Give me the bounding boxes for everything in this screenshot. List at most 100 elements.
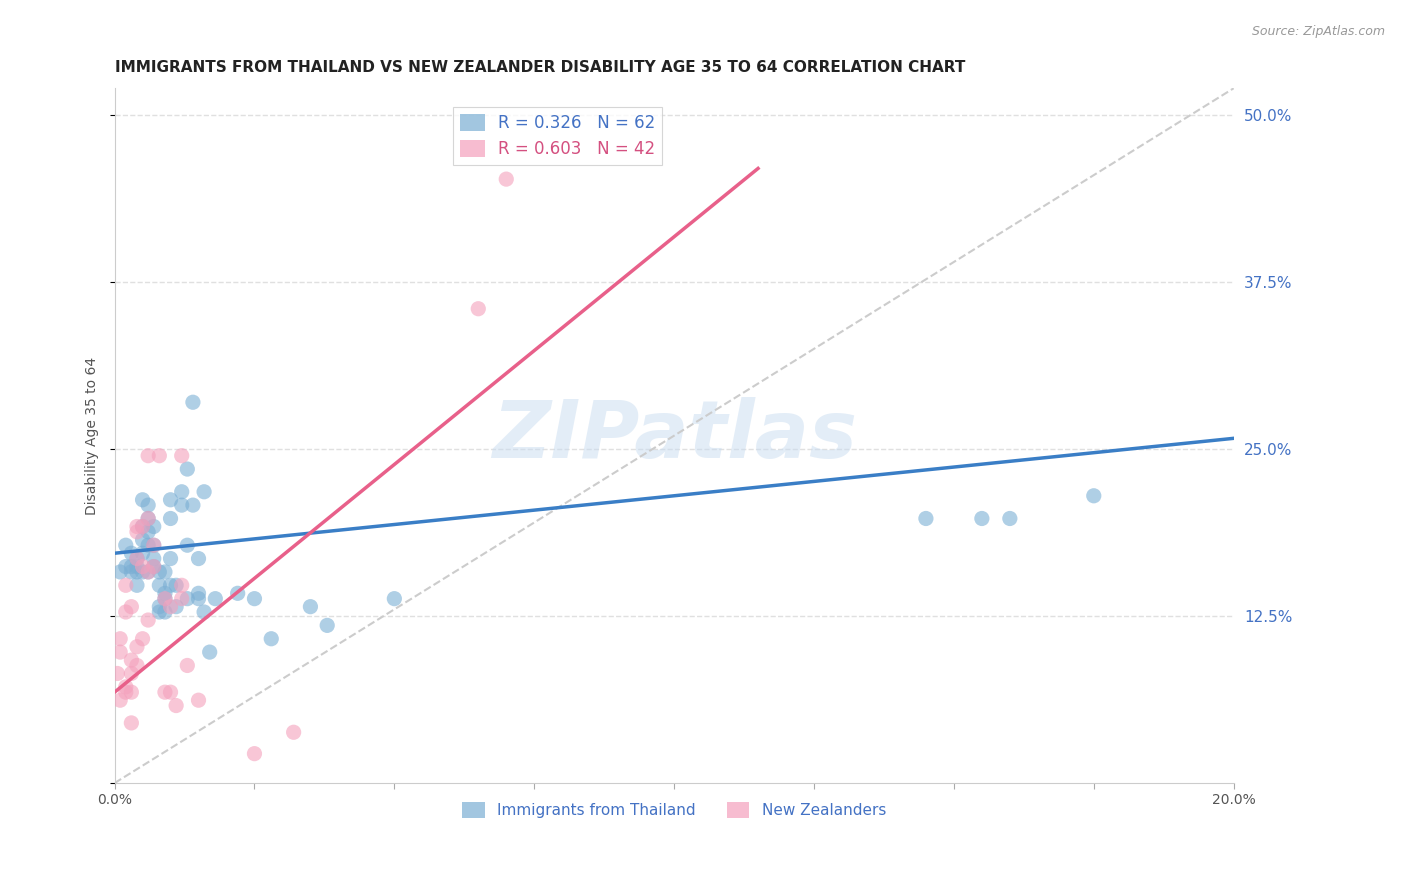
Point: [176, 591, 198, 606]
Point: [187, 586, 209, 600]
Point: [108, 693, 131, 707]
Point: [120, 599, 142, 614]
Point: [176, 462, 198, 476]
Point: [136, 511, 159, 525]
Point: [114, 578, 136, 592]
Text: IMMIGRANTS FROM THAILAND VS NEW ZEALANDER DISABILITY AGE 35 TO 64 CORRELATION CH: IMMIGRANTS FROM THAILAND VS NEW ZEALANDE…: [114, 60, 965, 75]
Point: [148, 605, 170, 619]
Point: [187, 591, 209, 606]
Point: [120, 715, 142, 730]
Point: [316, 618, 339, 632]
Point: [136, 498, 159, 512]
Point: [114, 605, 136, 619]
Point: [142, 559, 165, 574]
Point: [114, 680, 136, 694]
Point: [915, 511, 938, 525]
Point: [136, 524, 159, 539]
Point: [125, 565, 148, 579]
Point: [299, 599, 322, 614]
Point: [120, 666, 142, 681]
Point: [165, 578, 187, 592]
Point: [187, 693, 209, 707]
Point: [114, 559, 136, 574]
Point: [1083, 489, 1105, 503]
Point: [142, 538, 165, 552]
Point: [142, 559, 165, 574]
Point: [153, 586, 176, 600]
Point: [131, 632, 153, 646]
Point: [114, 538, 136, 552]
Point: [125, 524, 148, 539]
Point: [243, 591, 266, 606]
Point: [193, 605, 215, 619]
Point: [131, 533, 153, 547]
Point: [159, 685, 181, 699]
Point: [170, 591, 193, 606]
Point: [226, 586, 249, 600]
Point: [187, 551, 209, 566]
Point: [170, 578, 193, 592]
Point: [120, 559, 142, 574]
Point: [176, 538, 198, 552]
Point: [176, 658, 198, 673]
Point: [125, 559, 148, 574]
Point: [193, 484, 215, 499]
Point: [159, 511, 181, 525]
Text: ZIPatlas: ZIPatlas: [492, 397, 856, 475]
Point: [142, 551, 165, 566]
Point: [148, 449, 170, 463]
Point: [153, 685, 176, 699]
Point: [153, 565, 176, 579]
Point: [131, 546, 153, 560]
Point: [467, 301, 489, 316]
Point: [153, 605, 176, 619]
Point: [153, 591, 176, 606]
Text: Source: ZipAtlas.com: Source: ZipAtlas.com: [1251, 25, 1385, 38]
Point: [120, 565, 142, 579]
Point: [243, 747, 266, 761]
Point: [170, 498, 193, 512]
Point: [153, 591, 176, 606]
Point: [108, 632, 131, 646]
Point: [114, 685, 136, 699]
Point: [142, 519, 165, 533]
Point: [125, 551, 148, 566]
Point: [125, 519, 148, 533]
Point: [198, 645, 221, 659]
Point: [998, 511, 1021, 525]
Point: [131, 519, 153, 533]
Point: [105, 666, 128, 681]
Point: [136, 538, 159, 552]
Point: [159, 578, 181, 592]
Point: [120, 546, 142, 560]
Point: [136, 613, 159, 627]
Point: [120, 685, 142, 699]
Point: [159, 551, 181, 566]
Point: [108, 645, 131, 659]
Point: [125, 551, 148, 566]
Point: [136, 565, 159, 579]
Point: [159, 492, 181, 507]
Point: [159, 599, 181, 614]
Legend: Immigrants from Thailand, New Zealanders: Immigrants from Thailand, New Zealanders: [456, 796, 893, 824]
Point: [181, 395, 204, 409]
Point: [120, 653, 142, 667]
Point: [170, 484, 193, 499]
Point: [165, 698, 187, 713]
Point: [125, 578, 148, 592]
Point: [136, 449, 159, 463]
Point: [136, 565, 159, 579]
Point: [131, 492, 153, 507]
Point: [260, 632, 283, 646]
Point: [148, 565, 170, 579]
Point: [125, 658, 148, 673]
Point: [970, 511, 993, 525]
Point: [204, 591, 226, 606]
Point: [131, 559, 153, 574]
Point: [181, 498, 204, 512]
Point: [136, 511, 159, 525]
Point: [495, 172, 517, 186]
Point: [382, 591, 405, 606]
Point: [148, 578, 170, 592]
Point: [108, 565, 131, 579]
